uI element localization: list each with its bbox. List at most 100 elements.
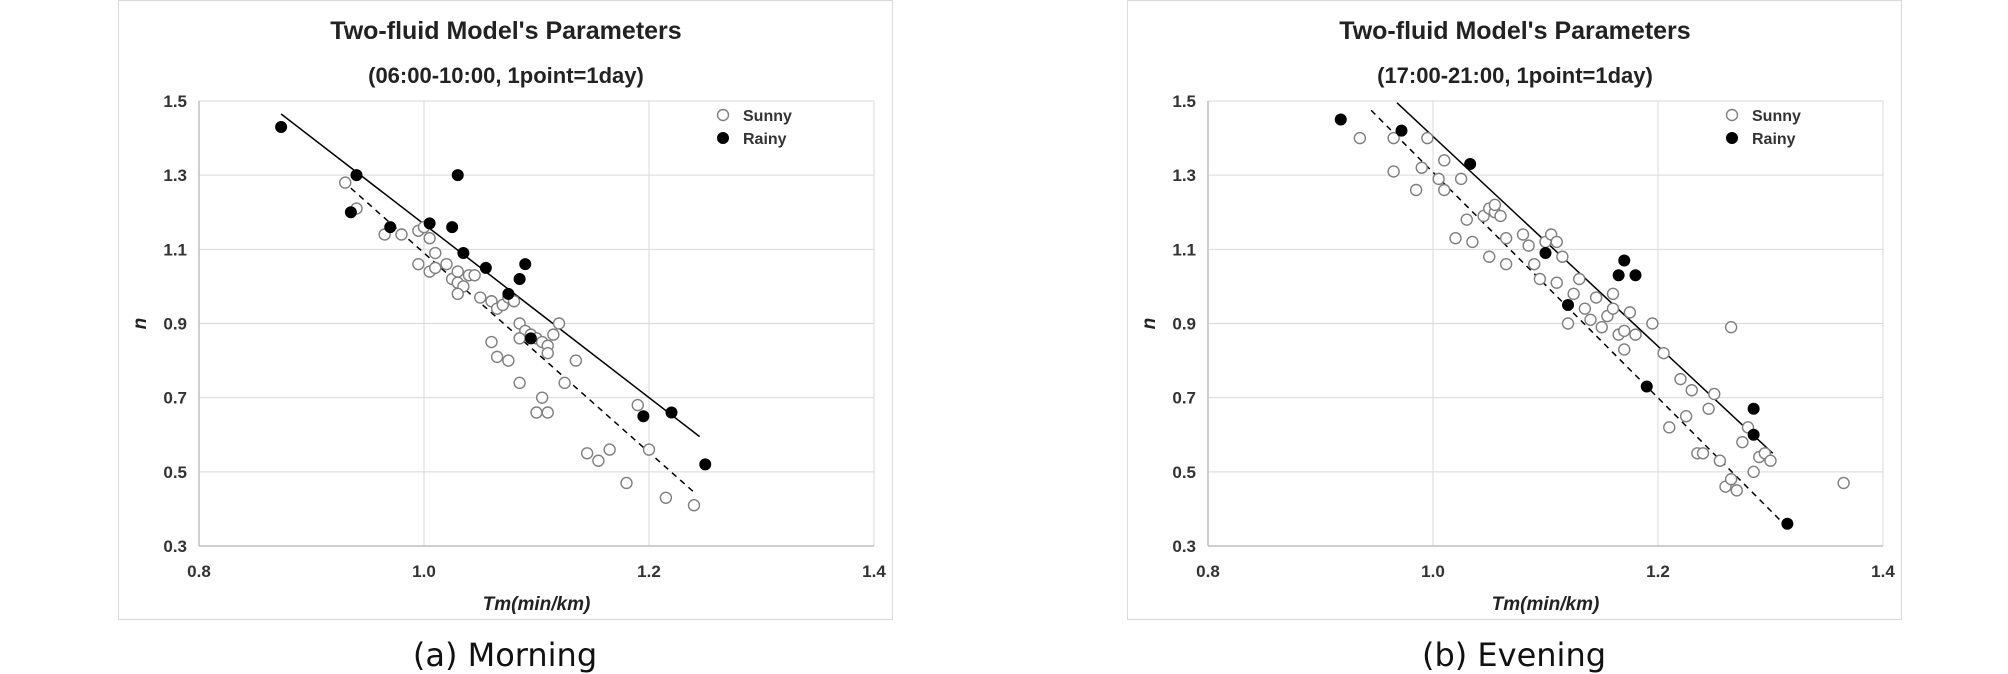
trendline-rainy [280,113,701,438]
data-point-sunny [1595,321,1608,334]
data-point-sunny [642,443,656,456]
data-point-sunny [535,391,549,404]
data-point-rainy [637,410,650,423]
data-point-sunny [1556,250,1569,263]
data-point-sunny [1685,384,1698,397]
legend-marker-sunny [716,108,730,122]
data-point-rainy [446,221,459,234]
data-point-sunny [1736,435,1749,449]
data-point-rainy [275,120,288,133]
x-axis-label: Tm(min/km) [1492,594,1600,615]
data-point-sunny [1724,321,1738,334]
x-tick-label: 0.8 [187,562,211,581]
data-point-sunny [1438,183,1451,197]
data-point-sunny [1730,484,1743,497]
legend-marker-rainy [717,132,729,144]
y-tick-label: 1.5 [163,92,187,111]
data-point-sunny [558,376,571,390]
legend-label-sunny: Sunny [1752,108,1801,125]
data-point-sunny [1713,454,1727,467]
data-point-sunny [502,354,515,367]
data-point-sunny [1522,239,1535,252]
data-point-sunny [513,376,526,390]
data-point-rainy [1539,247,1552,260]
data-point-rainy [524,332,537,345]
data-point-sunny [468,269,481,282]
data-point-sunny [580,447,594,460]
data-point-sunny [1584,313,1597,326]
data-point-rainy [1618,254,1631,267]
data-point-sunny [1421,131,1434,145]
data-point-sunny [1466,235,1479,249]
data-point-sunny [1432,172,1445,186]
data-point-sunny [1483,250,1496,263]
data-point-sunny [592,454,605,467]
trendline-sunny [1370,109,1788,528]
data-point-rainy [1781,517,1794,530]
data-point-sunny [1679,410,1693,423]
data-point-sunny [513,332,526,345]
scatter-chart-morning: Two-fluid Model's Parameters (06:00-10:00… [130,17,886,615]
data-point-sunny [339,176,352,189]
data-point-sunny [1708,387,1721,401]
y-tick-label: 0.9 [163,315,187,334]
data-point-sunny [1578,302,1592,315]
data-point-sunny [1499,232,1513,245]
data-point-rainy [1334,113,1347,126]
y-tick-label: 0.5 [1172,463,1196,482]
data-point-sunny [1460,213,1473,226]
data-point-sunny [485,335,498,349]
data-point-sunny [1623,306,1637,319]
data-point-rainy [1395,124,1408,137]
data-point-sunny [1528,257,1541,271]
data-point-sunny [490,350,504,364]
data-point-sunny [1561,317,1575,330]
data-point-sunny [547,328,560,341]
data-point-sunny [569,354,583,367]
data-point-sunny [1550,235,1563,249]
data-point-sunny [1663,421,1676,434]
data-point-sunny [1454,172,1468,186]
x-tick-label: 1.2 [1646,562,1670,581]
data-point-sunny [1837,476,1850,490]
data-point-sunny [1387,131,1400,145]
data-point-sunny [440,257,453,271]
data-point-sunny [429,246,442,260]
data-point-sunny [1657,346,1670,360]
data-point-sunny [1488,198,1502,212]
data-point-sunny [1747,465,1760,479]
data-point-rainy [699,458,712,471]
data-point-rainy [457,247,470,260]
data-point-sunny [659,491,673,504]
y-tick-label: 1.1 [1172,240,1196,259]
data-point-rainy [502,287,515,300]
legend-marker-rainy [1726,132,1738,144]
data-point-sunny [620,476,633,490]
data-point-sunny [1409,183,1423,197]
data-point-sunny [552,317,566,330]
data-point-rainy [1629,269,1642,282]
data-point-sunny [1764,454,1777,467]
y-axis-label: n [130,318,151,330]
data-point-sunny [1438,154,1451,167]
data-point-rainy [350,169,363,182]
data-point-sunny [1415,161,1428,174]
chart-title: Two-fluid Model's Parameters [1339,17,1690,45]
data-point-rainy [451,169,464,182]
y-axis-label: n [1139,318,1160,330]
y-tick-label: 0.3 [163,537,187,556]
data-point-sunny [687,499,701,512]
data-point-sunny [1589,291,1603,304]
x-tick-label: 1.0 [1421,562,1445,581]
chart-panel-morning: Two-fluid Model's Parameters (06:00-10:00… [118,0,893,620]
data-point-sunny [395,228,408,241]
chart-subtitle: (17:00-21:00, 1point=1day) [1377,63,1653,88]
y-tick-label: 0.3 [1172,537,1196,556]
x-tick-label: 0.8 [1196,562,1220,581]
caption-evening: (b) Evening [1421,636,1607,674]
data-point-sunny [451,265,464,278]
scatter-chart-evening: Two-fluid Model's Parameters (17:00-21:00… [1139,17,1895,615]
data-point-sunny [423,232,436,245]
data-point-sunny [1573,272,1586,286]
x-tick-label: 1.4 [862,562,886,581]
